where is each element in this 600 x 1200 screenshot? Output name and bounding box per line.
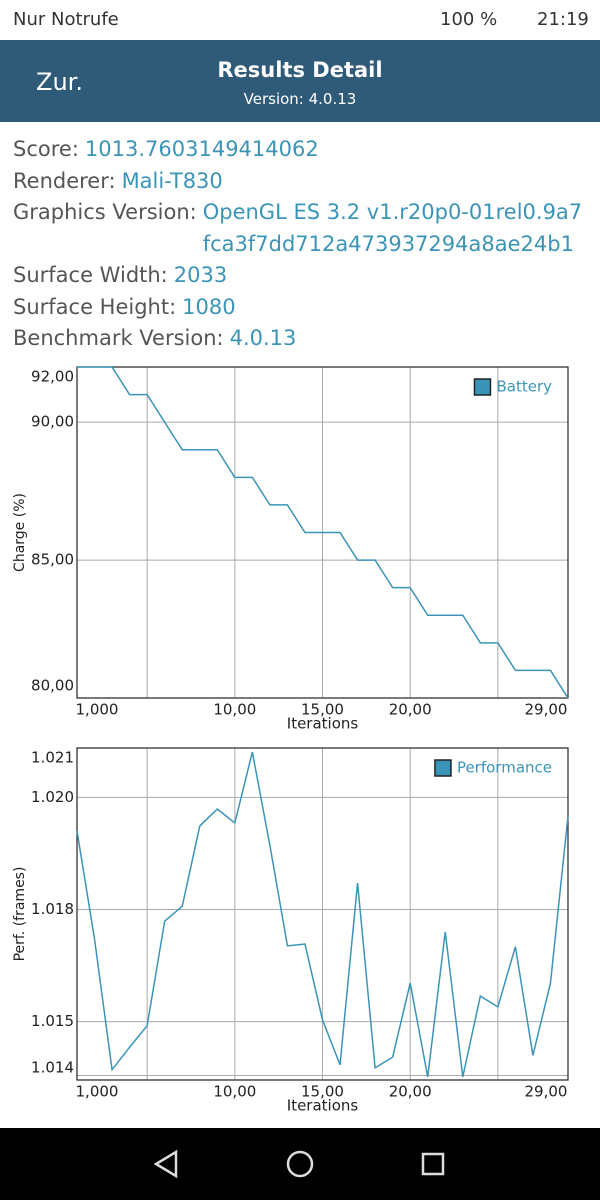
y-tick-label: 80,00 bbox=[31, 677, 74, 695]
detail-row: Benchmark Version: 4.0.13 bbox=[13, 323, 588, 355]
detail-label: Renderer: bbox=[13, 168, 116, 193]
x-tick-label: 1,000 bbox=[76, 701, 119, 719]
y-tick-label: 90,00 bbox=[31, 413, 74, 431]
app-header: Zur. Results Detail Version: 4.0.13 bbox=[0, 40, 600, 122]
detail-label: Graphics Version: bbox=[13, 200, 197, 224]
detail-label: Surface Width: bbox=[13, 263, 168, 287]
detail-value: 1013.7603149414062 bbox=[84, 137, 319, 161]
y-axis-title: Charge (%) bbox=[12, 493, 28, 572]
detail-value: OpenGL ES 3.2 v1.r20p0-01rel0.9a7fca3f7d… bbox=[202, 200, 583, 256]
x-tick-label: 15,00 bbox=[301, 701, 344, 719]
legend-label: Battery bbox=[496, 378, 552, 396]
data-line bbox=[76, 751, 569, 1078]
header-title: Results Detail bbox=[217, 58, 383, 82]
x-tick-label: 29,00 bbox=[525, 701, 568, 719]
plot-border bbox=[76, 366, 569, 699]
detail-row: Graphics Version: OpenGL ES 3.2 v1.r20p0-… bbox=[13, 197, 588, 260]
x-tick-label: 20,00 bbox=[389, 1083, 432, 1101]
nav-back[interactable] bbox=[153, 1149, 178, 1179]
nav-home[interactable] bbox=[286, 1150, 314, 1178]
detail-row: Renderer: Mali-T830 bbox=[13, 166, 588, 198]
details-list: Score: 1013.7603149414062 Renderer: Mali-T8… bbox=[13, 134, 588, 355]
y-tick-label: 1.020 bbox=[31, 788, 74, 806]
detail-value: Mali-T830 bbox=[121, 168, 223, 193]
detail-value: 2033 bbox=[173, 263, 228, 287]
detail-label: Score: bbox=[13, 137, 79, 161]
detail-value: 4.0.13 bbox=[229, 326, 297, 350]
navigation-bar bbox=[0, 1128, 600, 1200]
data-line bbox=[77, 366, 569, 699]
header-subtitle: Version: 4.0.13 bbox=[243, 90, 357, 108]
legend-label: Performance bbox=[457, 759, 552, 777]
plot-border bbox=[76, 747, 569, 1081]
x-tick-label: 29,00 bbox=[525, 1083, 568, 1101]
detail-row: Surface Height: 1080 bbox=[13, 292, 588, 324]
y-axis-title: Perf. (frames) bbox=[12, 867, 28, 962]
x-axis-title: Iterations bbox=[287, 715, 359, 733]
y-tick-label: 1.015 bbox=[31, 1012, 74, 1030]
y-tick-label: 92,00 bbox=[31, 368, 74, 386]
x-tick-label: 10,00 bbox=[213, 701, 256, 719]
detail-label: Surface Height: bbox=[13, 294, 177, 319]
x-axis-title: Iterations bbox=[287, 1097, 359, 1115]
y-tick-label: 85,00 bbox=[31, 551, 74, 569]
back-button[interactable]: Zur. bbox=[36, 68, 83, 96]
x-tick-label: 1,000 bbox=[76, 1083, 119, 1101]
x-tick-label: 10,00 bbox=[213, 1083, 256, 1101]
carrier: Nur Notrufe bbox=[13, 9, 119, 30]
nav-recents[interactable] bbox=[421, 1152, 445, 1176]
status-bar: Nur Notrufe 100 % 21:19 bbox=[0, 0, 600, 40]
y-tick-label: 1.014 bbox=[31, 1059, 74, 1077]
clock: 21:19 bbox=[537, 9, 589, 30]
y-tick-label: 1.021 bbox=[31, 749, 74, 767]
x-tick-label: 20,00 bbox=[389, 701, 432, 719]
detail-row: Surface Width: 2033 bbox=[13, 260, 588, 292]
detail-label: Benchmark Version: bbox=[13, 326, 224, 350]
detail-value: 1080 bbox=[182, 294, 236, 319]
detail-row: Score: 1013.7603149414062 bbox=[13, 134, 588, 166]
legend-swatch bbox=[473, 378, 492, 396]
battery-level: 100 % bbox=[440, 9, 498, 30]
legend-swatch bbox=[434, 759, 452, 777]
y-tick-label: 1.018 bbox=[31, 900, 74, 918]
x-tick-label: 15,00 bbox=[301, 1083, 344, 1101]
